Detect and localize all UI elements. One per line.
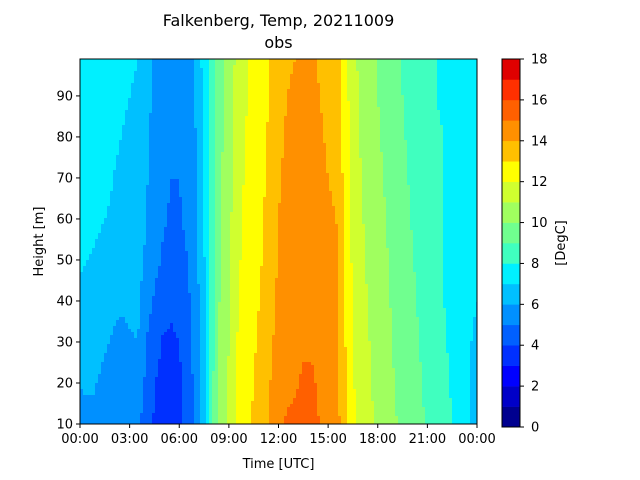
colorbar-tick-label: 2 [531, 380, 539, 395]
y-tick-label: 30 [56, 335, 73, 350]
y-tick-label: 20 [56, 376, 73, 391]
colorbar-tick-label: 6 [531, 298, 539, 313]
colorbar-tick-label: 18 [531, 53, 548, 68]
colorbar-segment [502, 222, 520, 244]
colorbar [502, 59, 520, 428]
chart-title: Falkenberg, Temp, 20211009 [162, 11, 395, 30]
colorbar-segment [502, 120, 520, 142]
colorbar-segment [502, 365, 520, 387]
colorbar-frame [501, 58, 521, 428]
colorbar-segment [502, 324, 520, 346]
contour-fill [80, 59, 478, 425]
colorbar-segment [502, 386, 520, 407]
y-tick-label: 90 [56, 89, 73, 104]
colorbar-segment [502, 304, 520, 326]
x-tick-label: 09:00 [210, 432, 247, 447]
colorbar-tick-label: 4 [531, 339, 539, 354]
y-tick-label: 10 [56, 418, 73, 433]
x-axis: 00:00 03:00 06:00 09:00 12:00 15:00 18:00 21:00… [61, 424, 496, 447]
colorbar-tick-label: 16 [531, 93, 548, 108]
y-tick-label: 70 [56, 171, 73, 186]
colorbar-segment [502, 283, 520, 305]
colorbar-label: [DegC] [554, 220, 569, 265]
y-axis-label: Height [m] [32, 207, 47, 277]
colorbar-tick-label: 10 [531, 216, 548, 231]
colorbar-segment [502, 140, 520, 162]
y-tick-label: 50 [56, 253, 73, 268]
colorbar-segment [502, 59, 520, 80]
y-tick-label: 80 [56, 130, 73, 145]
y-tick-label: 40 [56, 294, 73, 309]
x-axis-label: Time [UTC] [242, 457, 315, 472]
colorbar-segment [502, 263, 520, 285]
colorbar-tick-label: 14 [531, 134, 548, 149]
colorbar-segment [502, 406, 520, 428]
colorbar-segment [502, 345, 520, 366]
x-tick-label: 06:00 [161, 432, 198, 447]
colorbar-segment [502, 99, 520, 121]
x-tick-label: 12:00 [260, 432, 297, 447]
x-tick-label: 15:00 [309, 432, 346, 447]
colorbar-tick-label: 8 [531, 257, 539, 272]
chart-subtitle: obs [264, 33, 293, 52]
colorbar-ticks: 0 2 4 6 8 10 12 14 16 18 [520, 53, 548, 436]
x-tick-label: 18:00 [359, 432, 396, 447]
colorbar-segment [502, 243, 520, 264]
colorbar-tick-label: 12 [531, 175, 548, 190]
x-tick-label: 00:00 [458, 432, 495, 447]
y-axis: 10 20 30 40 50 60 70 80 90 [56, 89, 80, 433]
x-tick-label: 00:00 [61, 432, 98, 447]
colorbar-tick-label: 0 [531, 421, 539, 436]
colorbar-segment [502, 79, 520, 101]
y-tick-label: 60 [56, 212, 73, 227]
x-tick-label: 03:00 [111, 432, 148, 447]
colorbar-segment [502, 202, 520, 223]
colorbar-segment [502, 181, 520, 203]
colorbar-segment [502, 161, 520, 182]
x-tick-label: 21:00 [409, 432, 446, 447]
